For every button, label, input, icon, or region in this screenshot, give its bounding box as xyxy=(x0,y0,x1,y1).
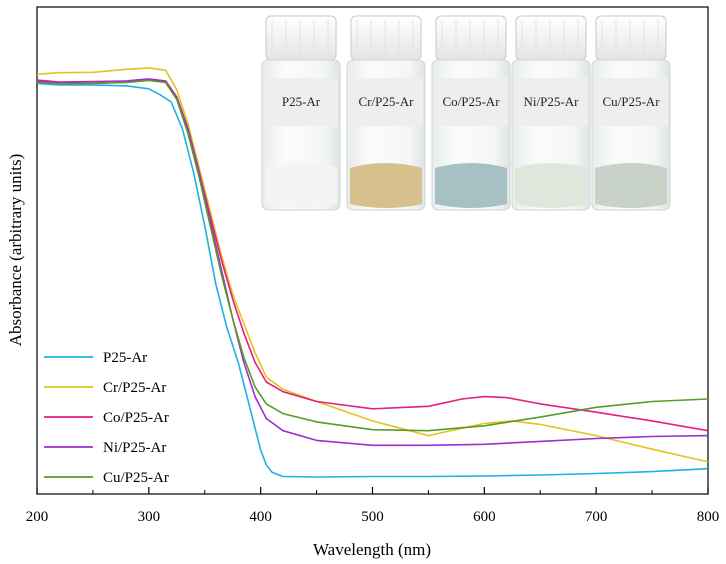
vial-cap xyxy=(265,15,337,61)
legend-label: P25-Ar xyxy=(103,350,147,366)
vial-label-sticker xyxy=(594,78,668,126)
vial-powder xyxy=(515,163,587,208)
vial: Cr/P25-Ar xyxy=(346,15,426,211)
series-line xyxy=(36,82,709,478)
vial-powder xyxy=(595,163,667,208)
vial-label: Cu/P25-Ar xyxy=(602,94,660,109)
series-line xyxy=(36,79,709,432)
vial-cap xyxy=(350,15,422,61)
x-tick-label: 400 xyxy=(249,509,272,525)
vial-label: Co/P25-Ar xyxy=(442,94,500,109)
vial-powder xyxy=(265,163,337,208)
vial-powder xyxy=(350,163,422,208)
vial-powder xyxy=(435,163,507,208)
legend-label: Co/P25-Ar xyxy=(103,410,169,426)
vial-label-sticker xyxy=(434,78,508,126)
vial-label: Cr/P25-Ar xyxy=(359,94,415,109)
vial-label-sticker xyxy=(514,78,588,126)
x-tick-label: 800 xyxy=(697,509,720,525)
vial: Cu/P25-Ar xyxy=(591,15,671,211)
legend-label: Cu/P25-Ar xyxy=(103,470,169,486)
vial: P25-Ar xyxy=(261,15,341,211)
vial: Ni/P25-Ar xyxy=(511,15,591,211)
x-tick-label: 500 xyxy=(361,509,384,525)
vial-cap xyxy=(435,15,507,61)
vial: Co/P25-Ar xyxy=(431,15,511,211)
vial-label: Ni/P25-Ar xyxy=(524,94,580,109)
vial-label-sticker xyxy=(264,78,338,126)
vial-photo-inset: P25-Ar Cr/P25-Ar Co/P25-Ar Ni/P25-Ar Cu/P25-… xyxy=(252,13,692,218)
x-tick-label: 600 xyxy=(473,509,496,525)
series-layer xyxy=(36,67,709,478)
vial-label: P25-Ar xyxy=(282,94,321,109)
y-axis-title: Absorbance (arbitrary units) xyxy=(6,154,25,347)
x-axis-title: Wavelength (nm) xyxy=(313,540,431,559)
vial-cap xyxy=(515,15,587,61)
legend: P25-Ar Cr/P25-Ar Co/P25-Ar Ni/P25-Ar Cu/P25-… xyxy=(44,350,169,486)
x-tick-label: 300 xyxy=(138,509,161,525)
legend-label: Ni/P25-Ar xyxy=(103,440,166,456)
vial-cap xyxy=(595,15,667,61)
legend-label: Cr/P25-Ar xyxy=(103,380,166,396)
x-tick-label: 700 xyxy=(585,509,608,525)
x-axis-ticks: 200 300 400 500 600 700 800 xyxy=(26,487,720,525)
x-tick-label: 200 xyxy=(26,509,49,525)
vial-label-sticker xyxy=(349,78,423,126)
